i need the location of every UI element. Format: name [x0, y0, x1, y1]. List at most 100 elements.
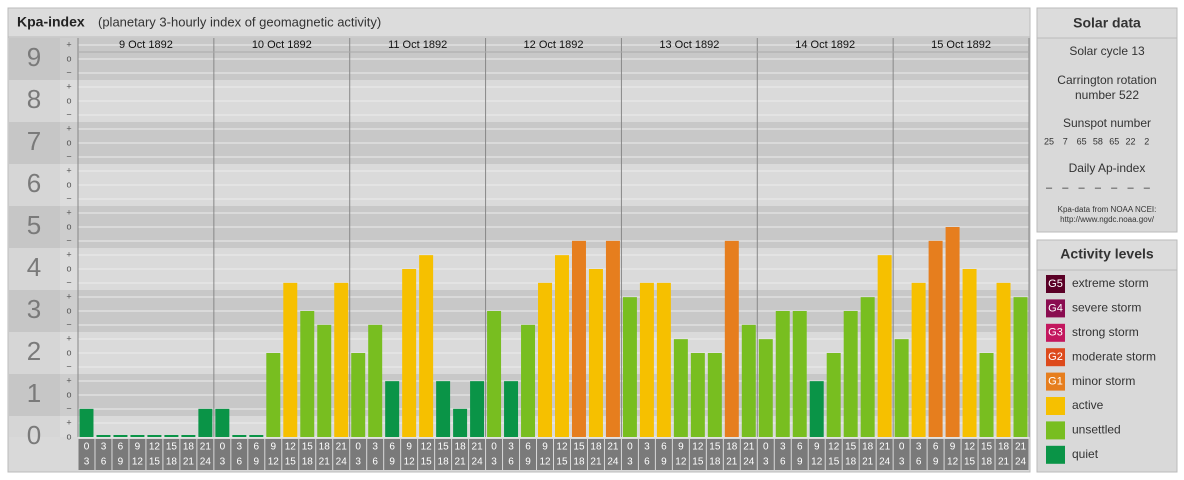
- hour-end: 18: [981, 457, 993, 468]
- label-band: [9, 416, 60, 437]
- hour-start: 21: [200, 442, 212, 453]
- hour-box: [876, 439, 893, 470]
- bar: [147, 435, 162, 437]
- bar: [911, 282, 926, 437]
- legend-label: unsettled: [1072, 423, 1121, 437]
- hour-start: 0: [355, 442, 361, 453]
- bar: [436, 381, 451, 437]
- sub-band: [60, 164, 78, 206]
- legend-label: strong storm: [1072, 325, 1139, 339]
- solar-header: [1036, 7, 1178, 39]
- hour-end: 12: [675, 457, 687, 468]
- hour-box: [146, 439, 163, 470]
- hour-end: 3: [220, 457, 226, 468]
- hour-start: 9: [814, 442, 820, 453]
- hour-start: 12: [692, 442, 704, 453]
- bar: [622, 297, 637, 437]
- hour-end: 21: [319, 457, 331, 468]
- hour-start: 18: [590, 442, 602, 453]
- sub-label: +: [66, 417, 71, 427]
- hour-box: [299, 439, 316, 470]
- hour-box: [248, 439, 265, 470]
- hour-start: 18: [726, 442, 738, 453]
- hour-end: 24: [879, 457, 891, 468]
- sub-band: [60, 248, 78, 290]
- hour-end: 15: [285, 457, 297, 468]
- hour-start: 18: [319, 442, 331, 453]
- hour-end: 18: [438, 457, 450, 468]
- bar: [487, 311, 502, 437]
- hour-start: 12: [421, 442, 433, 453]
- hour-box: [740, 439, 757, 470]
- sunspot-value: 65: [1109, 136, 1119, 146]
- hour-start: 0: [899, 442, 905, 453]
- hour-box: [791, 439, 808, 470]
- hour-end: 3: [763, 457, 769, 468]
- hour-box: [842, 439, 859, 470]
- hour-end: 18: [845, 457, 857, 468]
- bar: [996, 282, 1011, 437]
- hour-box: [554, 439, 570, 470]
- source: http://www.ngdc.noaa.gov/: [1060, 215, 1155, 224]
- hour-box: [520, 439, 537, 470]
- hour-end: 3: [491, 457, 497, 468]
- hour-box: [604, 439, 621, 470]
- hour-end: 21: [183, 457, 195, 468]
- legend-badge: G3: [1048, 327, 1063, 339]
- bar: [741, 324, 756, 437]
- hour-box: [638, 439, 655, 470]
- hour-box: [333, 439, 350, 470]
- legend-badge: G4: [1048, 302, 1063, 314]
- hour-end: 18: [573, 457, 585, 468]
- bar: [521, 324, 536, 437]
- hour-start: 9: [135, 442, 141, 453]
- ap-title: Daily Ap-index: [1069, 161, 1146, 175]
- hour-start: 6: [254, 442, 260, 453]
- y-tick-label: 6: [27, 168, 41, 198]
- sub-label: o: [66, 179, 71, 189]
- bar: [962, 269, 977, 437]
- bar: [1013, 297, 1028, 437]
- bar: [249, 435, 264, 437]
- hour-start: 0: [491, 442, 497, 453]
- hour-start: 3: [372, 442, 378, 453]
- y-tick-label: 0: [27, 420, 41, 450]
- y-tick-label: 3: [27, 294, 41, 324]
- hour-start: 21: [607, 442, 619, 453]
- bar: [724, 240, 739, 437]
- hour-start: 6: [525, 442, 531, 453]
- day-label: 15 Oct 1892: [931, 39, 991, 51]
- hour-box: [435, 439, 452, 470]
- hour-box: [944, 439, 961, 470]
- ap-value: –: [1046, 182, 1053, 194]
- legend-swatch: [1046, 397, 1065, 415]
- y-tick-label: 9: [27, 42, 41, 72]
- day-label: 10 Oct 1892: [252, 39, 312, 51]
- hour-start: 18: [998, 442, 1010, 453]
- sub-label: −: [66, 403, 71, 413]
- hour-box: [995, 439, 1012, 470]
- bar: [707, 353, 722, 437]
- hour-start: 21: [472, 442, 484, 453]
- solar-title: Solar data: [1073, 15, 1141, 31]
- bar: [792, 311, 807, 437]
- hour-box: [978, 439, 995, 470]
- legend-title: Activity levels: [1060, 246, 1154, 262]
- hour-box: [129, 439, 146, 470]
- hour-end: 6: [101, 457, 107, 468]
- label-band: [9, 80, 60, 122]
- sub-label: −: [66, 109, 71, 119]
- hour-start: 3: [101, 442, 107, 453]
- hour-start: 12: [964, 442, 976, 453]
- sub-label: +: [66, 375, 71, 385]
- hour-end: 18: [302, 457, 314, 468]
- bar: [79, 408, 94, 437]
- hour-start: 15: [981, 442, 993, 453]
- bar: [928, 240, 943, 437]
- hour-end: 6: [372, 457, 378, 468]
- hour-end: 21: [862, 457, 874, 468]
- hour-end: 24: [1015, 457, 1027, 468]
- bar: [96, 435, 111, 437]
- hour-end: 18: [709, 457, 721, 468]
- bar: [232, 435, 247, 437]
